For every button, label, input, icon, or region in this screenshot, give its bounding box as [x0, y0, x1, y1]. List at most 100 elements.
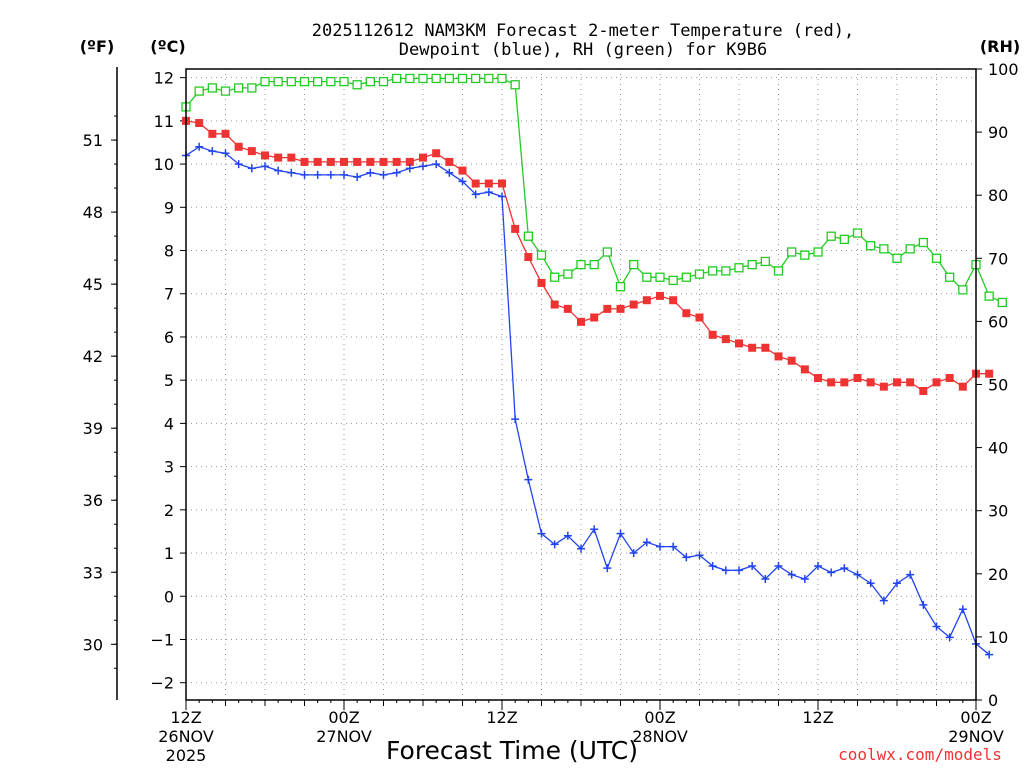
x-tick-label-date: 27NOV — [316, 727, 372, 746]
dewpoint-point — [313, 170, 322, 179]
dewpoint-point — [392, 168, 401, 177]
rh-point — [471, 73, 481, 84]
temperature-point — [577, 317, 585, 326]
temperature-point — [603, 304, 612, 313]
celsius-tick-label: 2 — [164, 501, 174, 520]
temperature-point — [721, 335, 730, 344]
rh-point — [510, 80, 520, 90]
x-tick-label-time: 12Z — [486, 708, 517, 727]
dewpoint-point — [326, 170, 335, 179]
rh-point — [945, 272, 955, 282]
temperature-point — [958, 382, 967, 391]
temperature-point — [656, 291, 664, 300]
dewpoint-point — [919, 600, 928, 609]
dewpoint-point — [603, 564, 612, 573]
rh-point — [589, 259, 599, 270]
rh-point — [339, 76, 349, 87]
rh-point — [576, 259, 586, 270]
dewpoint-point — [353, 173, 362, 182]
x-tick-label-time: 12Z — [802, 708, 833, 727]
temperature-point — [642, 296, 651, 305]
dewpoint-point — [261, 162, 269, 171]
series-temperature — [182, 116, 994, 395]
rh-point — [286, 76, 296, 87]
dewpoint-point — [893, 579, 901, 588]
x-tick-label-time: 00Z — [644, 708, 675, 727]
temperature-point — [300, 157, 309, 166]
temperature-point — [814, 374, 822, 383]
rh-point — [444, 73, 454, 84]
rh-point — [826, 231, 836, 241]
dewpoint-point — [405, 164, 414, 173]
dewpoint-point — [471, 190, 480, 199]
rh-point — [905, 244, 915, 254]
temperature-point — [221, 129, 230, 138]
dewpoint-point — [379, 170, 388, 179]
temperature-point — [524, 253, 533, 262]
rh-tick-label: 90 — [988, 123, 1008, 142]
rh-point — [787, 247, 797, 257]
dewpoint-point — [366, 168, 375, 177]
dewpoint-point — [669, 542, 678, 551]
rh-point — [313, 76, 323, 87]
fahrenheit-tick-label: 45 — [83, 275, 103, 294]
chart-title-line1: 2025112612 NAM3KM Forecast 2-meter Tempe… — [312, 21, 854, 41]
dewpoint-point — [853, 570, 862, 579]
dewpoint-point — [524, 475, 533, 484]
celsius-tick-label: 3 — [164, 458, 174, 477]
celsius-tick-label: 11 — [154, 112, 174, 131]
rh-point — [708, 266, 718, 276]
dewpoint-point — [616, 529, 625, 538]
rh-point — [523, 231, 533, 241]
rh-point — [365, 76, 375, 87]
rh-point — [997, 297, 1007, 308]
temperature-point — [392, 157, 401, 166]
dewpoint-point — [498, 192, 506, 201]
temperature-point — [840, 378, 849, 387]
dewpoint-point — [629, 549, 638, 558]
rh-tick-label: 10 — [988, 628, 1008, 647]
rh-tick-label: 60 — [988, 312, 1008, 331]
rh-point — [773, 266, 784, 276]
temperature-point — [432, 149, 441, 158]
fahrenheit-tick-label: 39 — [83, 419, 103, 438]
temperature-point — [208, 129, 217, 138]
dewpoint-point — [590, 525, 599, 534]
rh-point — [918, 237, 928, 248]
rh-point — [326, 76, 336, 87]
fahrenheit-tick-label: 36 — [83, 491, 103, 510]
dewpoint-point — [748, 562, 757, 571]
temperature-point — [234, 142, 243, 151]
rh-point — [958, 285, 968, 295]
temperature-point — [537, 278, 546, 287]
temperature-point — [945, 374, 954, 383]
dewpoint-point — [774, 562, 783, 571]
dewpoint-point — [945, 633, 954, 642]
temperature-point — [484, 179, 493, 188]
dewpoint-point — [787, 570, 796, 579]
dewpoint-point — [445, 168, 454, 177]
celsius-tick-label: 9 — [164, 198, 174, 217]
rh-point — [931, 253, 942, 263]
dewpoint-point — [419, 162, 427, 171]
temperature-point — [326, 157, 335, 166]
rh-point — [234, 83, 244, 93]
temperature-point — [550, 300, 559, 309]
temperature-point — [287, 153, 296, 162]
dewpoint-point — [511, 415, 520, 424]
dewpoint-point — [300, 170, 309, 179]
celsius-tick-label: 0 — [164, 587, 174, 606]
rh-point — [629, 259, 639, 270]
rh-point — [207, 83, 217, 93]
temperature-point — [695, 313, 704, 322]
x-axis-title: Forecast Time (UTC) — [386, 736, 638, 765]
rh-tick-label: 20 — [988, 565, 1008, 584]
temperature-point — [919, 386, 928, 395]
rh-point — [220, 86, 231, 96]
rh-tick-label: 0 — [988, 691, 998, 710]
dewpoint-point — [274, 166, 283, 175]
rh-point — [642, 272, 652, 282]
series-rh — [181, 73, 1007, 308]
dewpoint-point — [563, 531, 572, 540]
